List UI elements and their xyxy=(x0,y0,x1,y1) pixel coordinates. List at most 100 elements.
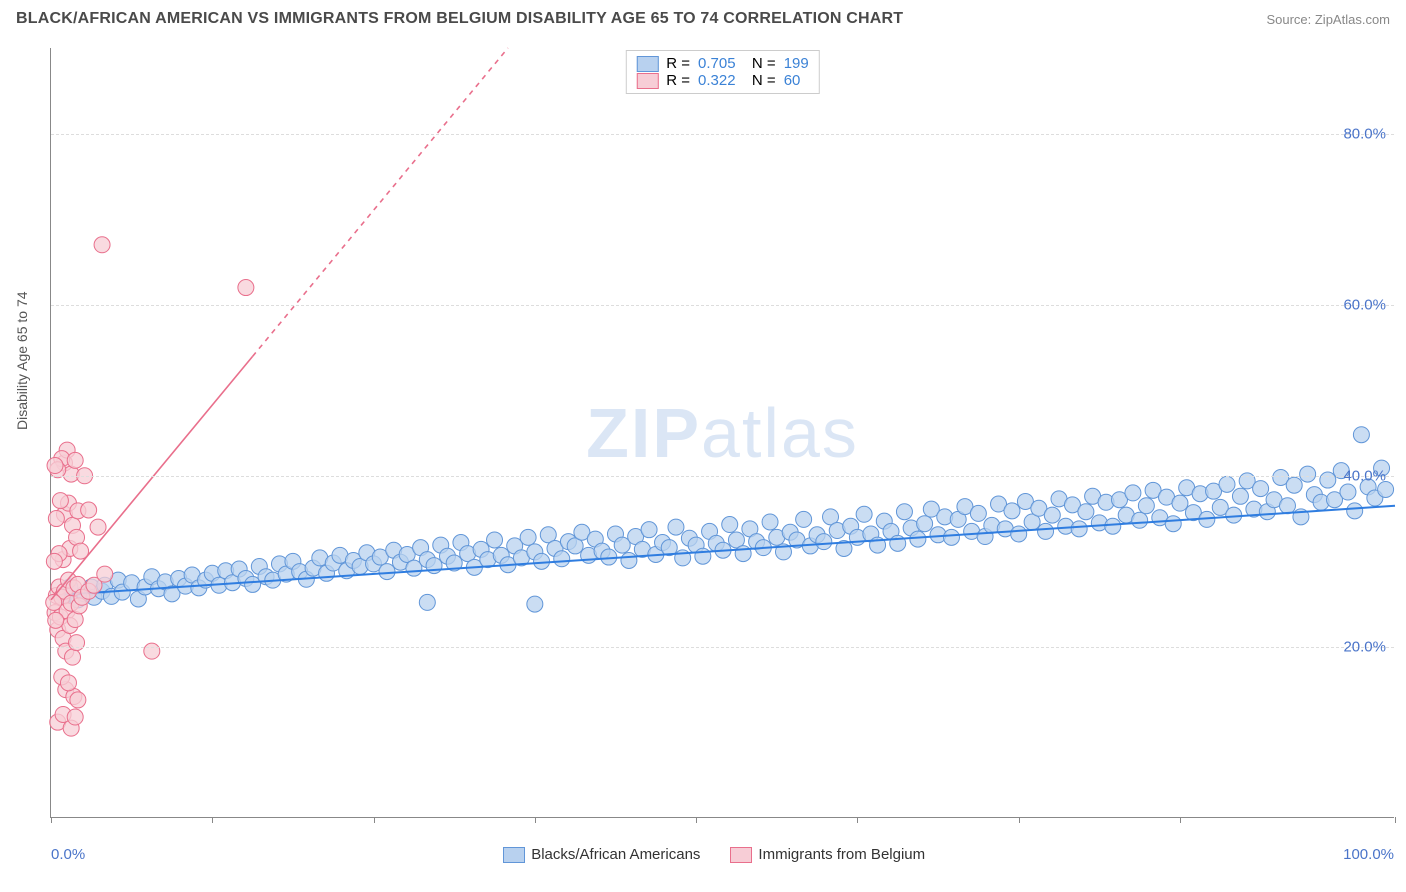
y-tick-label: 80.0% xyxy=(1343,125,1386,142)
data-point xyxy=(1300,466,1316,482)
x-tick xyxy=(857,817,858,823)
legend-r-value: 0.705 xyxy=(698,55,736,72)
gridline xyxy=(51,647,1394,648)
legend-swatch xyxy=(730,847,752,863)
data-point xyxy=(1286,477,1302,493)
data-point xyxy=(144,643,160,659)
data-point xyxy=(67,709,83,725)
data-point xyxy=(1071,521,1087,537)
x-tick xyxy=(1019,817,1020,823)
gridline xyxy=(51,134,1394,135)
legend-r-label: R = xyxy=(666,72,690,89)
gridline xyxy=(51,476,1394,477)
data-point xyxy=(856,506,872,522)
x-axis-max: 100.0% xyxy=(1343,846,1394,863)
legend-series: Blacks/African Americans Immigrants from … xyxy=(85,846,1343,863)
data-point xyxy=(1172,495,1188,511)
data-point xyxy=(722,517,738,533)
data-point xyxy=(1320,472,1336,488)
y-axis-label: Disability Age 65 to 74 xyxy=(14,291,30,430)
data-point xyxy=(48,612,64,628)
data-point xyxy=(910,531,926,547)
data-point xyxy=(554,551,570,567)
data-point xyxy=(1279,498,1295,514)
legend-swatch xyxy=(503,847,525,863)
data-point xyxy=(1044,507,1060,523)
data-point xyxy=(238,280,254,296)
legend-n-label: N = xyxy=(744,55,776,72)
data-point xyxy=(70,692,86,708)
legend-item: Immigrants from Belgium xyxy=(730,846,925,863)
data-point xyxy=(97,566,113,582)
data-point xyxy=(94,237,110,253)
data-point xyxy=(1232,488,1248,504)
legend-n-value: 199 xyxy=(784,55,809,72)
x-tick xyxy=(1180,817,1181,823)
data-point xyxy=(65,649,81,665)
legend-item: Blacks/African Americans xyxy=(503,846,700,863)
data-point xyxy=(67,452,83,468)
data-point xyxy=(943,529,959,545)
data-point xyxy=(641,522,657,538)
x-tick xyxy=(535,817,536,823)
data-point xyxy=(1078,504,1094,520)
legend-r-value: 0.322 xyxy=(698,72,736,89)
legend-r-label: R = xyxy=(666,55,690,72)
x-tick xyxy=(51,817,52,823)
data-point xyxy=(520,529,536,545)
data-point xyxy=(1353,427,1369,443)
data-point xyxy=(527,596,543,612)
chart-svg xyxy=(51,48,1394,817)
data-point xyxy=(1165,516,1181,532)
data-point xyxy=(917,516,933,532)
data-point xyxy=(1011,526,1027,542)
legend-stats: R = 0.705 N = 199R = 0.322 N = 60 xyxy=(625,50,819,94)
legend-swatch xyxy=(636,56,658,72)
data-point xyxy=(90,519,106,535)
data-point xyxy=(1105,518,1121,534)
y-tick-label: 40.0% xyxy=(1343,467,1386,484)
y-tick-label: 20.0% xyxy=(1343,638,1386,655)
x-tick xyxy=(696,817,697,823)
legend-n-label: N = xyxy=(744,72,776,89)
data-point xyxy=(52,493,68,509)
data-point xyxy=(621,552,637,568)
data-point xyxy=(534,553,550,569)
gridline xyxy=(51,305,1394,306)
legend-label: Immigrants from Belgium xyxy=(758,846,925,863)
legend-stat-row: R = 0.705 N = 199 xyxy=(636,55,808,72)
legend-label: Blacks/African Americans xyxy=(531,846,700,863)
data-point xyxy=(1038,523,1054,539)
data-point xyxy=(47,458,63,474)
trendline xyxy=(51,506,1395,596)
data-point xyxy=(46,553,62,569)
data-point xyxy=(796,511,812,527)
data-point xyxy=(419,594,435,610)
y-tick-label: 60.0% xyxy=(1343,296,1386,313)
data-point xyxy=(379,564,395,580)
data-point xyxy=(48,511,64,527)
x-tick xyxy=(1395,817,1396,823)
data-point xyxy=(1125,485,1141,501)
data-point xyxy=(69,635,85,651)
plot-area: ZIPatlas R = 0.705 N = 199R = 0.322 N = … xyxy=(50,48,1394,818)
data-point xyxy=(1138,498,1154,514)
legend-stat-row: R = 0.322 N = 60 xyxy=(636,72,808,89)
data-point xyxy=(1340,484,1356,500)
legend-n-value: 60 xyxy=(784,72,801,89)
data-point xyxy=(1132,512,1148,528)
x-axis-min: 0.0% xyxy=(51,846,85,863)
data-point xyxy=(1347,503,1363,519)
chart-title: BLACK/AFRICAN AMERICAN VS IMMIGRANTS FRO… xyxy=(16,10,903,28)
data-point xyxy=(762,514,778,530)
data-point xyxy=(81,502,97,518)
data-point xyxy=(816,534,832,550)
data-point xyxy=(695,548,711,564)
trendline-dashed xyxy=(253,48,508,356)
data-point xyxy=(60,675,76,691)
data-point xyxy=(1004,503,1020,519)
x-tick xyxy=(212,817,213,823)
data-point xyxy=(896,504,912,520)
data-point xyxy=(1219,476,1235,492)
x-tick xyxy=(374,817,375,823)
